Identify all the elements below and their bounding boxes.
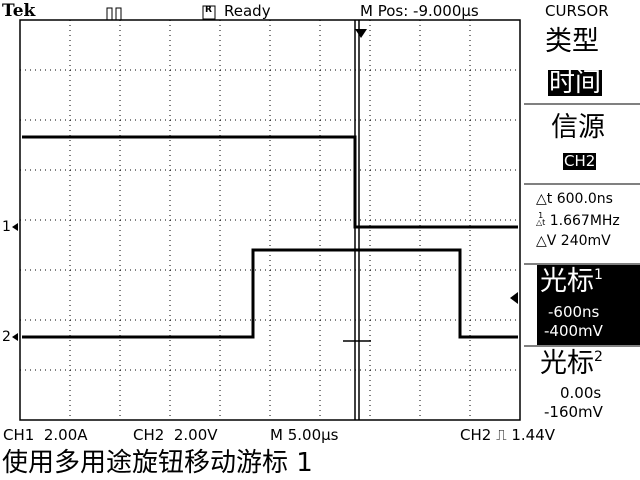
cursor2-label[interactable]: 光标2 <box>540 350 603 377</box>
ch2-trace <box>22 248 518 339</box>
cursor1-volt: -400mV <box>544 322 603 340</box>
position: M Pos: -9.000µs <box>360 2 479 20</box>
status-icon <box>202 5 216 20</box>
cursor1-label-text: 光标 <box>540 266 594 297</box>
menu-label: 类型 <box>545 26 599 57</box>
cursor2-time: 0.00s <box>560 384 602 402</box>
inv-delta-t: 1 △t 1.667MHz <box>536 211 620 229</box>
trigger-level-marker <box>510 292 518 304</box>
graticule <box>20 20 520 420</box>
ch2-scale: CH2 2.00V <box>133 426 218 444</box>
ch2-ground-arrow <box>12 333 18 341</box>
cursor1-index: 1 <box>594 267 603 283</box>
cursor1-box[interactable] <box>537 265 640 345</box>
ch1-marker: 1 <box>2 219 11 235</box>
menu-title: CURSOR <box>545 2 609 20</box>
graticule-border <box>19 19 521 421</box>
acquire-icon <box>100 7 128 21</box>
message: 使用多用途旋钮移动游标 1 <box>2 448 313 478</box>
cursor2-label-text: 光标 <box>540 348 594 379</box>
menu-value[interactable]: CH2 <box>563 152 597 170</box>
cursor2-volt: -160mV <box>544 403 603 421</box>
cursor1-label: 光标1 <box>540 268 603 295</box>
ch1-ground-arrow <box>12 223 18 231</box>
status: Ready <box>224 2 271 20</box>
trigger-level: 1.44V <box>511 426 556 444</box>
inv-delta-t-value: 1.667MHz <box>549 213 620 229</box>
delta-t: △t 600.0ns <box>536 191 613 207</box>
delta-v: △V 240mV <box>536 233 611 249</box>
trigger: CH2 ⎍ 1.44V <box>460 428 555 443</box>
timebase: M 5.00µs <box>270 426 339 444</box>
ch2-marker: 2 <box>2 329 11 345</box>
trigger-source: CH2 <box>460 426 492 444</box>
delta-v-value: 240mV <box>560 233 611 249</box>
delta-t-value: 600.0ns <box>556 191 613 207</box>
menu-value[interactable]: 时间 <box>548 68 603 98</box>
trigger-slope: ⎍ <box>496 426 507 444</box>
ch1-scale: CH1 2.00A <box>3 426 88 444</box>
trigger-position-marker <box>355 29 367 38</box>
cursor1-time: -600ns <box>548 303 600 321</box>
brand: Tek <box>2 1 36 21</box>
cursor2-index: 2 <box>594 349 603 365</box>
status-icon-letter: R <box>205 5 212 15</box>
menu-label: 信源 <box>551 112 605 143</box>
